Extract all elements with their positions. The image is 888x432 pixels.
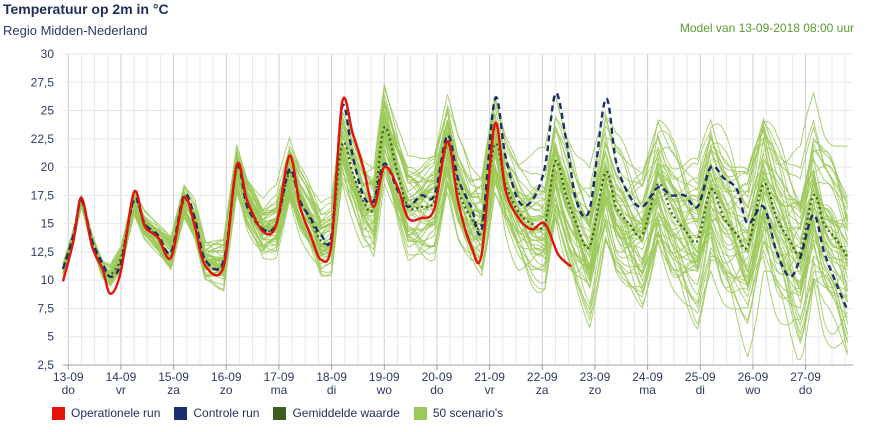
x-tick-date: 18-09 <box>316 370 347 384</box>
x-tick-day: di <box>327 383 336 397</box>
x-tick-date: 19-09 <box>369 370 400 384</box>
x-tick-date: 21-09 <box>474 370 505 384</box>
scenario-line <box>62 95 849 275</box>
legend-item-control[interactable]: Controle run <box>174 406 259 420</box>
legend-label-mean: Gemiddelde waarde <box>292 406 400 420</box>
x-tick-day: di <box>696 383 705 397</box>
x-tick-date: 27-09 <box>790 370 821 384</box>
y-tick-label: 5 <box>47 330 54 344</box>
x-tick-day: zo <box>220 383 233 397</box>
x-tick-day: za <box>536 383 549 397</box>
y-tick-label: 12,5 <box>31 245 55 259</box>
legend-swatch-scenarios <box>413 406 427 420</box>
x-tick-day: wo <box>744 383 761 397</box>
x-tick-date: 22-09 <box>527 370 558 384</box>
y-tick-label: 27,5 <box>31 75 55 89</box>
scenario-line <box>62 104 849 292</box>
legend-label-scenarios: 50 scenario's <box>432 406 504 420</box>
x-tick-day: zo <box>589 383 602 397</box>
legend-swatch-mean <box>273 406 287 420</box>
y-tick-label: 15 <box>41 217 55 231</box>
chart-title: Temperatuur op 2m in °C <box>3 1 169 17</box>
scenario-line <box>62 129 849 298</box>
legend-swatch-operational <box>52 406 65 420</box>
legend-label-control: Controle run <box>193 406 260 420</box>
model-run-info: Model van 13-09-2018 08:00 uur <box>679 21 854 35</box>
x-tick-day: ma <box>639 383 656 397</box>
chart-subtitle: Regio Midden-Nederland <box>3 23 148 38</box>
x-tick-day: vr <box>485 383 495 397</box>
x-tick-day: wo <box>376 383 393 397</box>
x-tick-day: do <box>62 383 76 397</box>
y-tick-label: 30 <box>41 47 55 61</box>
x-tick-day: do <box>799 383 813 397</box>
legend-item-mean[interactable]: Gemiddelde waarde <box>273 406 400 420</box>
x-tick-date: 14-09 <box>106 370 137 384</box>
x-tick-date: 13-09 <box>53 370 84 384</box>
legend-item-operational[interactable]: Operationele run <box>52 406 160 420</box>
y-tick-label: 2,5 <box>37 358 54 372</box>
operational-run-line <box>61 96 573 295</box>
x-tick-date: 24-09 <box>632 370 663 384</box>
x-tick-date: 25-09 <box>685 370 716 384</box>
x-tick-date: 23-09 <box>580 370 611 384</box>
x-tick-day: vr <box>116 383 126 397</box>
x-tick-date: 26-09 <box>738 370 769 384</box>
chart-legend: Operationele run Controle run Gemiddelde… <box>52 406 503 420</box>
x-tick-date: 20-09 <box>422 370 453 384</box>
legend-item-scenarios[interactable]: 50 scenario's <box>413 406 504 420</box>
x-tick-day: ma <box>271 383 288 397</box>
x-tick-date: 15-09 <box>158 370 189 384</box>
scenario-line <box>62 138 849 318</box>
y-tick-label: 20 <box>41 160 55 174</box>
y-tick-label: 7,5 <box>37 301 54 315</box>
y-tick-label: 10 <box>41 273 55 287</box>
y-tick-label: 17,5 <box>31 188 55 202</box>
legend-label-operational: Operationele run <box>71 406 161 420</box>
x-tick-date: 16-09 <box>211 370 242 384</box>
x-tick-date: 17-09 <box>264 370 295 384</box>
y-tick-label: 25 <box>41 104 55 118</box>
x-tick-day: za <box>167 383 180 397</box>
x-tick-day: do <box>430 383 444 397</box>
legend-swatch-control <box>174 406 188 420</box>
scenario-group <box>62 84 849 360</box>
y-tick-label: 22,5 <box>31 132 55 146</box>
